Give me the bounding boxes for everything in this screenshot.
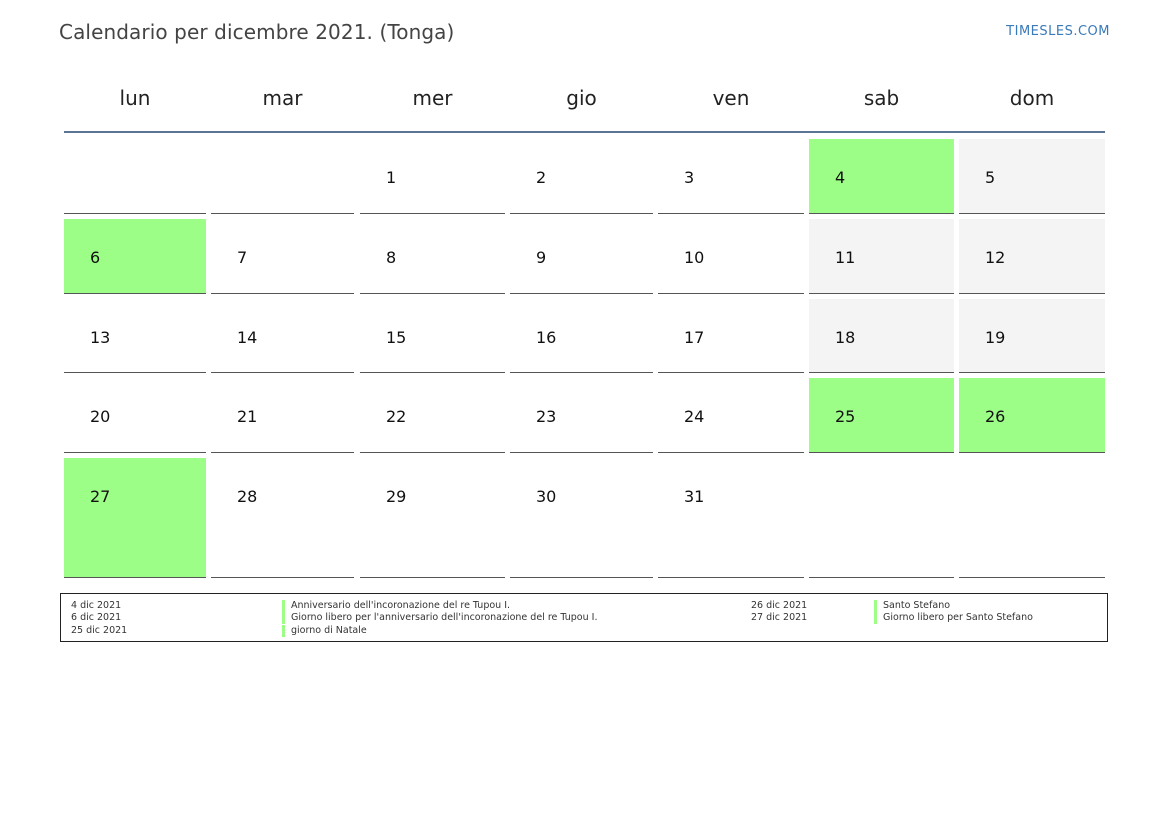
day-number: 26	[985, 407, 1006, 426]
day-number: 12	[985, 248, 1006, 267]
legend-holiday-name: Anniversario dell'incoronazione del re T…	[282, 600, 510, 612]
holiday-legend: 4 dic 2021 Anniversario dell'incoronazion…	[60, 593, 1108, 642]
day-number: 17	[684, 328, 705, 347]
day-number: 13	[90, 328, 111, 347]
day-cell-9[interactable]: 9	[510, 219, 653, 294]
empty-cell	[809, 458, 954, 578]
day-number: 22	[386, 407, 407, 426]
day-cell-11[interactable]: 11	[809, 219, 954, 294]
day-cell-2[interactable]: 2	[510, 139, 653, 214]
day-number: 30	[536, 487, 557, 506]
legend-date: 26 dic 2021	[751, 600, 808, 611]
day-cell-7[interactable]: 7	[211, 219, 354, 294]
weekday-header: lun mar mer gio ven sab dom	[64, 72, 1105, 128]
day-cell-25[interactable]: 25	[809, 378, 954, 453]
legend-holiday-name: giorno di Natale	[282, 625, 367, 637]
site-link[interactable]: TIMESLES.COM	[1006, 24, 1110, 39]
day-number: 24	[684, 407, 705, 426]
day-number: 23	[536, 407, 557, 426]
day-number: 27	[90, 487, 111, 506]
day-number: 25	[835, 407, 856, 426]
day-number: 8	[386, 248, 397, 267]
day-cell-22[interactable]: 22	[360, 378, 505, 453]
empty-cell	[64, 139, 206, 214]
day-number: 31	[684, 487, 705, 506]
day-cell-19[interactable]: 19	[959, 299, 1105, 373]
legend-date: 4 dic 2021	[71, 600, 122, 611]
day-number: 5	[985, 168, 996, 187]
day-number: 18	[835, 328, 856, 347]
day-cell-30[interactable]: 30	[510, 458, 653, 578]
header-divider	[64, 131, 1105, 133]
day-number: 2	[536, 168, 547, 187]
day-cell-23[interactable]: 23	[510, 378, 653, 453]
day-cell-21[interactable]: 21	[211, 378, 354, 453]
day-number: 7	[237, 248, 248, 267]
day-cell-24[interactable]: 24	[658, 378, 804, 453]
day-cell-15[interactable]: 15	[360, 299, 505, 373]
empty-cell	[211, 139, 354, 214]
empty-cell	[959, 458, 1105, 578]
day-cell-8[interactable]: 8	[360, 219, 505, 294]
day-cell-3[interactable]: 3	[658, 139, 804, 214]
weekday-mar: mar	[262, 86, 303, 110]
legend-date: 27 dic 2021	[751, 612, 808, 623]
day-cell-17[interactable]: 17	[658, 299, 804, 373]
day-cell-20[interactable]: 20	[64, 378, 206, 453]
day-number: 6	[90, 248, 101, 267]
legend-date: 25 dic 2021	[71, 625, 128, 636]
day-cell-29[interactable]: 29	[360, 458, 505, 578]
day-number: 9	[536, 248, 547, 267]
day-cell-31[interactable]: 31	[658, 458, 804, 578]
weekday-sab: sab	[863, 86, 900, 110]
legend-holiday-name: Giorno libero per l'anniversario dell'in…	[282, 612, 597, 624]
weekday-ven: ven	[712, 86, 750, 110]
day-number: 14	[237, 328, 258, 347]
day-number: 10	[684, 248, 705, 267]
weekday-mer: mer	[412, 86, 453, 110]
day-cell-28[interactable]: 28	[211, 458, 354, 578]
day-number: 1	[386, 168, 397, 187]
day-cell-26[interactable]: 26	[959, 378, 1105, 453]
day-number: 20	[90, 407, 111, 426]
day-number: 4	[835, 168, 846, 187]
day-number: 21	[237, 407, 258, 426]
weekday-lun: lun	[119, 86, 151, 110]
day-cell-1[interactable]: 1	[360, 139, 505, 214]
day-number: 19	[985, 328, 1006, 347]
page-title: Calendario per dicembre 2021. (Tonga)	[59, 20, 455, 44]
weekday-gio: gio	[566, 86, 597, 110]
day-cell-14[interactable]: 14	[211, 299, 354, 373]
day-number: 3	[684, 168, 695, 187]
day-cell-27[interactable]: 27	[64, 458, 206, 578]
day-cell-18[interactable]: 18	[809, 299, 954, 373]
day-number: 16	[536, 328, 557, 347]
day-cell-5[interactable]: 5	[959, 139, 1105, 214]
legend-date: 6 dic 2021	[71, 612, 122, 623]
day-number: 15	[386, 328, 407, 347]
day-cell-12[interactable]: 12	[959, 219, 1105, 294]
day-cell-4[interactable]: 4	[809, 139, 954, 214]
day-cell-13[interactable]: 13	[64, 299, 206, 373]
day-cell-6[interactable]: 6	[64, 219, 206, 294]
day-cell-10[interactable]: 10	[658, 219, 804, 294]
day-number: 29	[386, 487, 407, 506]
legend-holiday-name: Giorno libero per Santo Stefano	[874, 612, 1033, 624]
day-cell-16[interactable]: 16	[510, 299, 653, 373]
day-number: 28	[237, 487, 258, 506]
day-number: 11	[835, 248, 856, 267]
weekday-dom: dom	[1009, 86, 1055, 110]
legend-holiday-name: Santo Stefano	[874, 600, 950, 612]
